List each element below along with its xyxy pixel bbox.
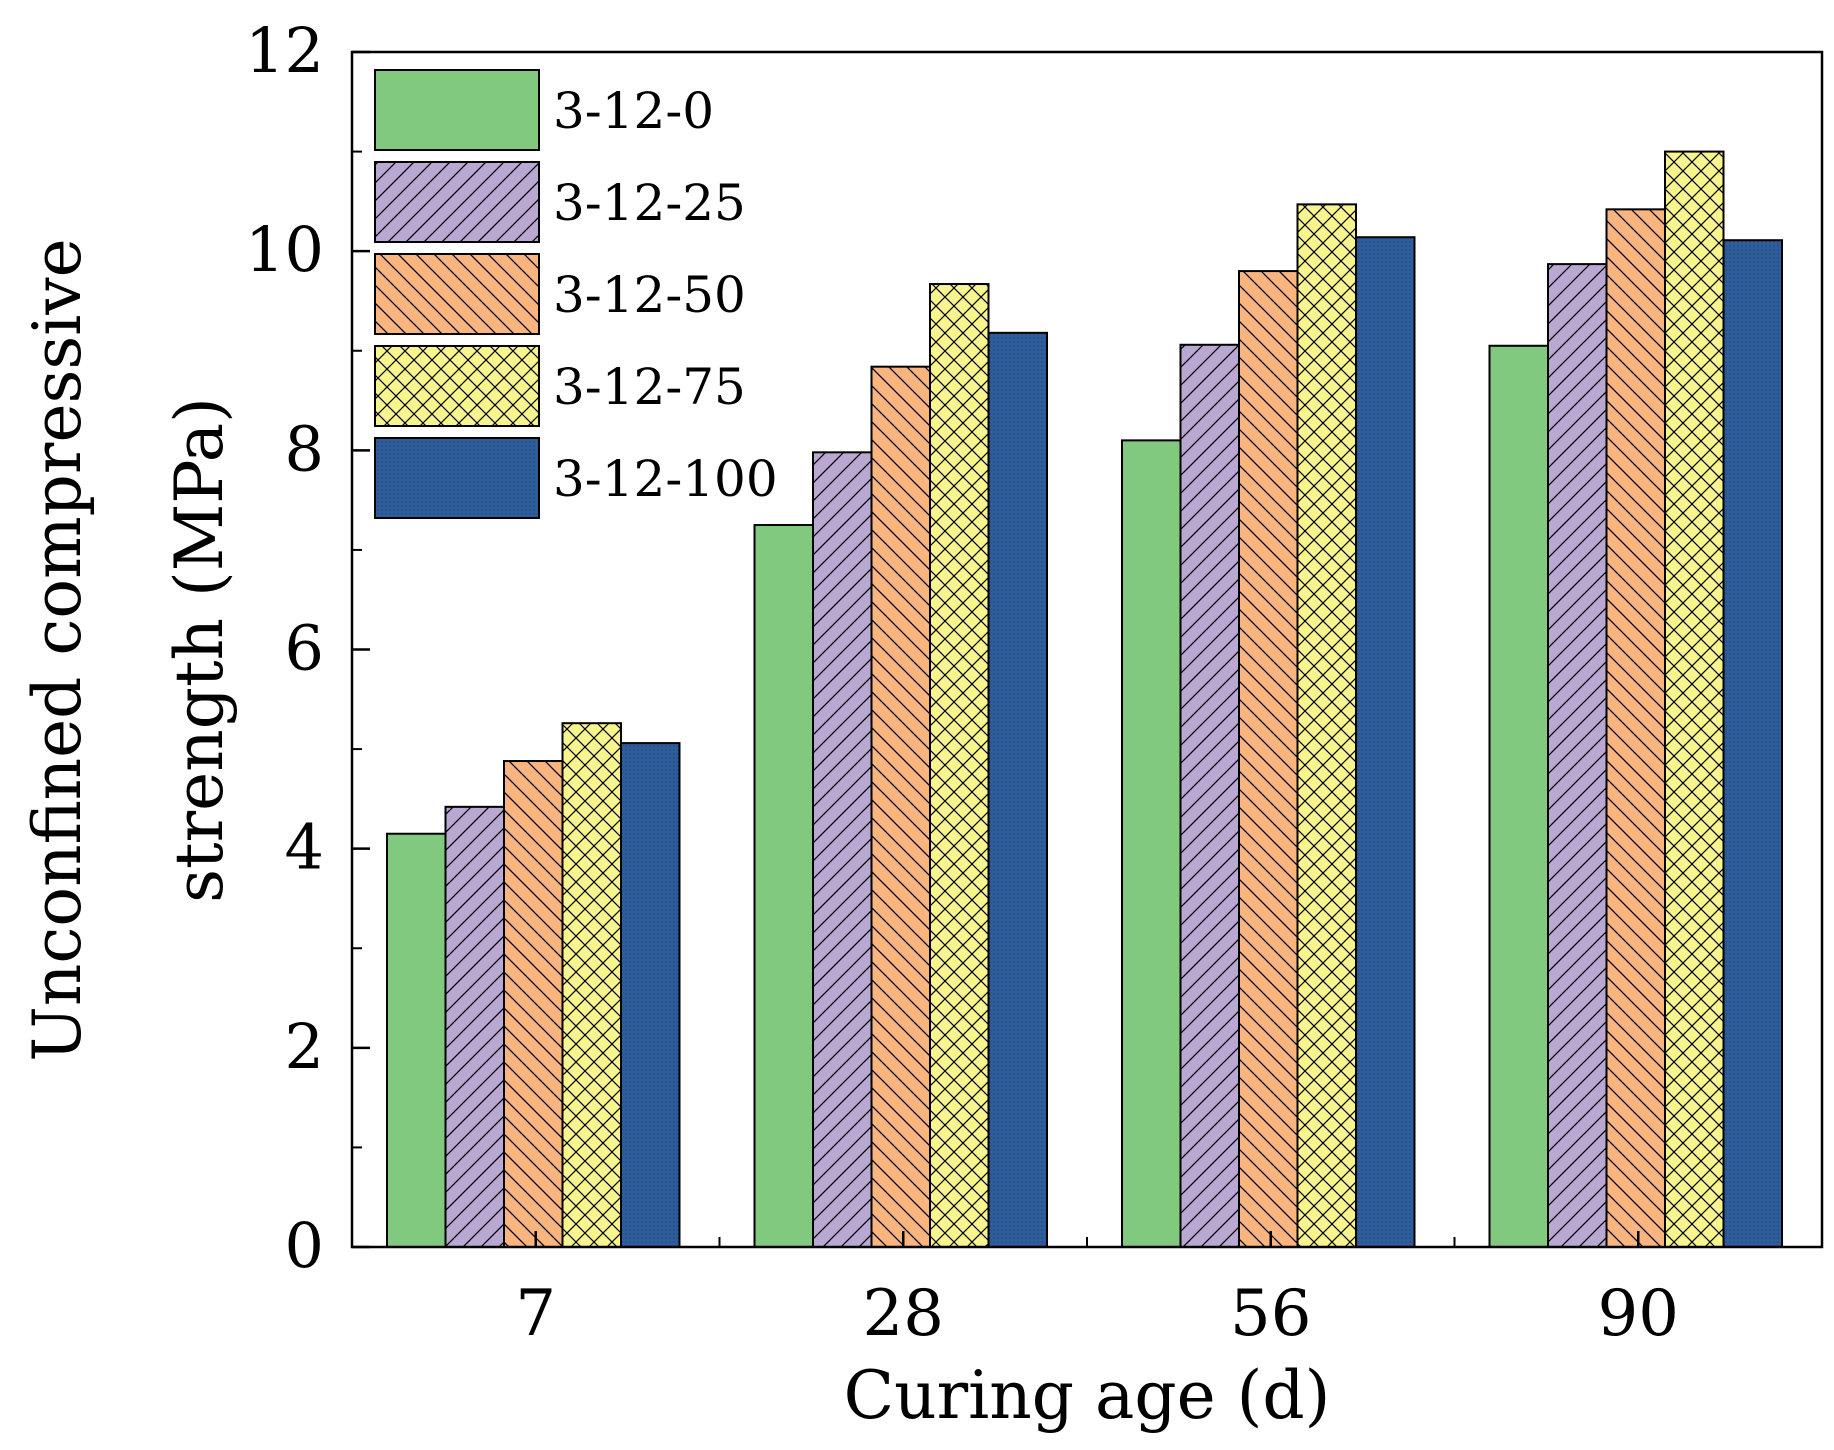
- legend-swatch-pattern: [375, 438, 539, 518]
- legend-entry-3-12-50: 3-12-50: [374, 253, 746, 335]
- bar-pattern: [1239, 271, 1298, 1247]
- bar-pattern: [504, 761, 563, 1247]
- legend-entry-3-12-25: 3-12-25: [374, 161, 746, 243]
- x-tick-label: 90: [1598, 1277, 1679, 1351]
- x-tick-label: 28: [863, 1277, 944, 1351]
- bar-pattern: [1356, 237, 1415, 1248]
- bar-pattern: [1665, 151, 1724, 1247]
- bar-fill: [754, 525, 813, 1247]
- bar-3-12-100-28: [987, 331, 1048, 1248]
- bar-pattern: [445, 806, 504, 1247]
- bar-3-12-0-28: [753, 524, 814, 1248]
- legend-swatch-outline: [374, 253, 540, 335]
- bar-pattern: [930, 284, 989, 1247]
- legend-swatch-outline: [374, 437, 540, 519]
- bar-3-12-100-7: [620, 742, 681, 1248]
- legend-swatch-fill: [375, 70, 539, 150]
- legend: 3-12-0 3-12-25 3-12-50 3-12-75 3-12-100: [374, 69, 778, 519]
- bar-pattern: [1548, 264, 1607, 1247]
- bar-3-12-75-56: [1296, 203, 1357, 1248]
- legend-entry-3-12-100: 3-12-100: [374, 437, 778, 519]
- bar-pattern: [621, 743, 680, 1247]
- legend-label: 3-12-25: [553, 174, 746, 232]
- bar-pattern: [988, 332, 1047, 1247]
- y-axis-label-line2: strength (MPa): [161, 397, 238, 903]
- bar-fill: [387, 833, 446, 1247]
- x-tick-label: 56: [1230, 1277, 1311, 1351]
- y-axis-label-line1: Unconfined compressive: [19, 238, 96, 1062]
- y-tick-label: 4: [285, 811, 324, 884]
- bar-3-12-25-7: [444, 805, 505, 1248]
- legend-swatch-outline: [374, 161, 540, 243]
- x-axis-label: Curing age (d): [844, 1357, 1331, 1434]
- legend-swatch-outline: [374, 345, 540, 427]
- bar-3-12-0-56: [1121, 439, 1182, 1248]
- legend-entry-3-12-75: 3-12-75: [374, 345, 746, 427]
- legend-label: 3-12-75: [553, 358, 746, 416]
- legend-swatch-outline: [374, 69, 540, 151]
- bar-3-12-100-56: [1355, 236, 1416, 1249]
- bar-pattern: [871, 366, 930, 1247]
- y-tick-label: 6: [285, 612, 324, 685]
- y-tick-label: 0: [285, 1209, 324, 1282]
- bar-3-12-75-28: [929, 283, 990, 1248]
- bar-pattern: [1723, 240, 1782, 1247]
- bar-3-12-25-56: [1179, 343, 1240, 1248]
- bar-pattern: [562, 723, 621, 1247]
- legend-label: 3-12-100: [553, 450, 778, 508]
- bar-pattern: [1297, 204, 1356, 1247]
- axis-labels: Curing age (d) Unconfined compressive stre…: [19, 238, 1330, 1434]
- legend-swatch-pattern: [375, 162, 539, 242]
- bar-3-12-50-90: [1605, 208, 1666, 1248]
- legend-swatch-pattern: [375, 254, 539, 334]
- bar-fill: [1122, 440, 1181, 1247]
- bars-group: [386, 150, 1783, 1249]
- bar-3-12-100-90: [1722, 239, 1783, 1248]
- bar-3-12-50-56: [1238, 270, 1299, 1249]
- bar-3-12-50-28: [870, 365, 931, 1248]
- bar-3-12-0-7: [386, 832, 447, 1249]
- bar-3-12-75-7: [561, 722, 622, 1248]
- bar-3-12-50-7: [503, 760, 564, 1248]
- x-tick-label: 7: [515, 1277, 556, 1351]
- y-tick-label: 8: [285, 412, 324, 485]
- legend-label: 3-12-0: [553, 82, 714, 140]
- bar-pattern: [1606, 209, 1665, 1247]
- legend-entry-3-12-0: 3-12-0: [374, 69, 714, 151]
- bar-3-12-25-90: [1547, 263, 1608, 1248]
- bar-pattern: [1180, 344, 1239, 1247]
- legend-label: 3-12-50: [553, 266, 746, 324]
- bar-pattern: [813, 452, 872, 1247]
- bar-3-12-25-28: [812, 451, 873, 1248]
- y-tick-label: 10: [245, 213, 324, 286]
- axes-group: 0 2 4 6 8 10 12 7 28 56 90: [245, 14, 1824, 1351]
- bar-fill: [1489, 345, 1548, 1247]
- legend-swatch-pattern: [375, 346, 539, 426]
- y-tick-label: 12: [245, 14, 324, 87]
- bar-3-12-0-90: [1488, 344, 1549, 1249]
- bar-3-12-75-90: [1664, 150, 1725, 1248]
- y-tick-label: 2: [285, 1010, 324, 1083]
